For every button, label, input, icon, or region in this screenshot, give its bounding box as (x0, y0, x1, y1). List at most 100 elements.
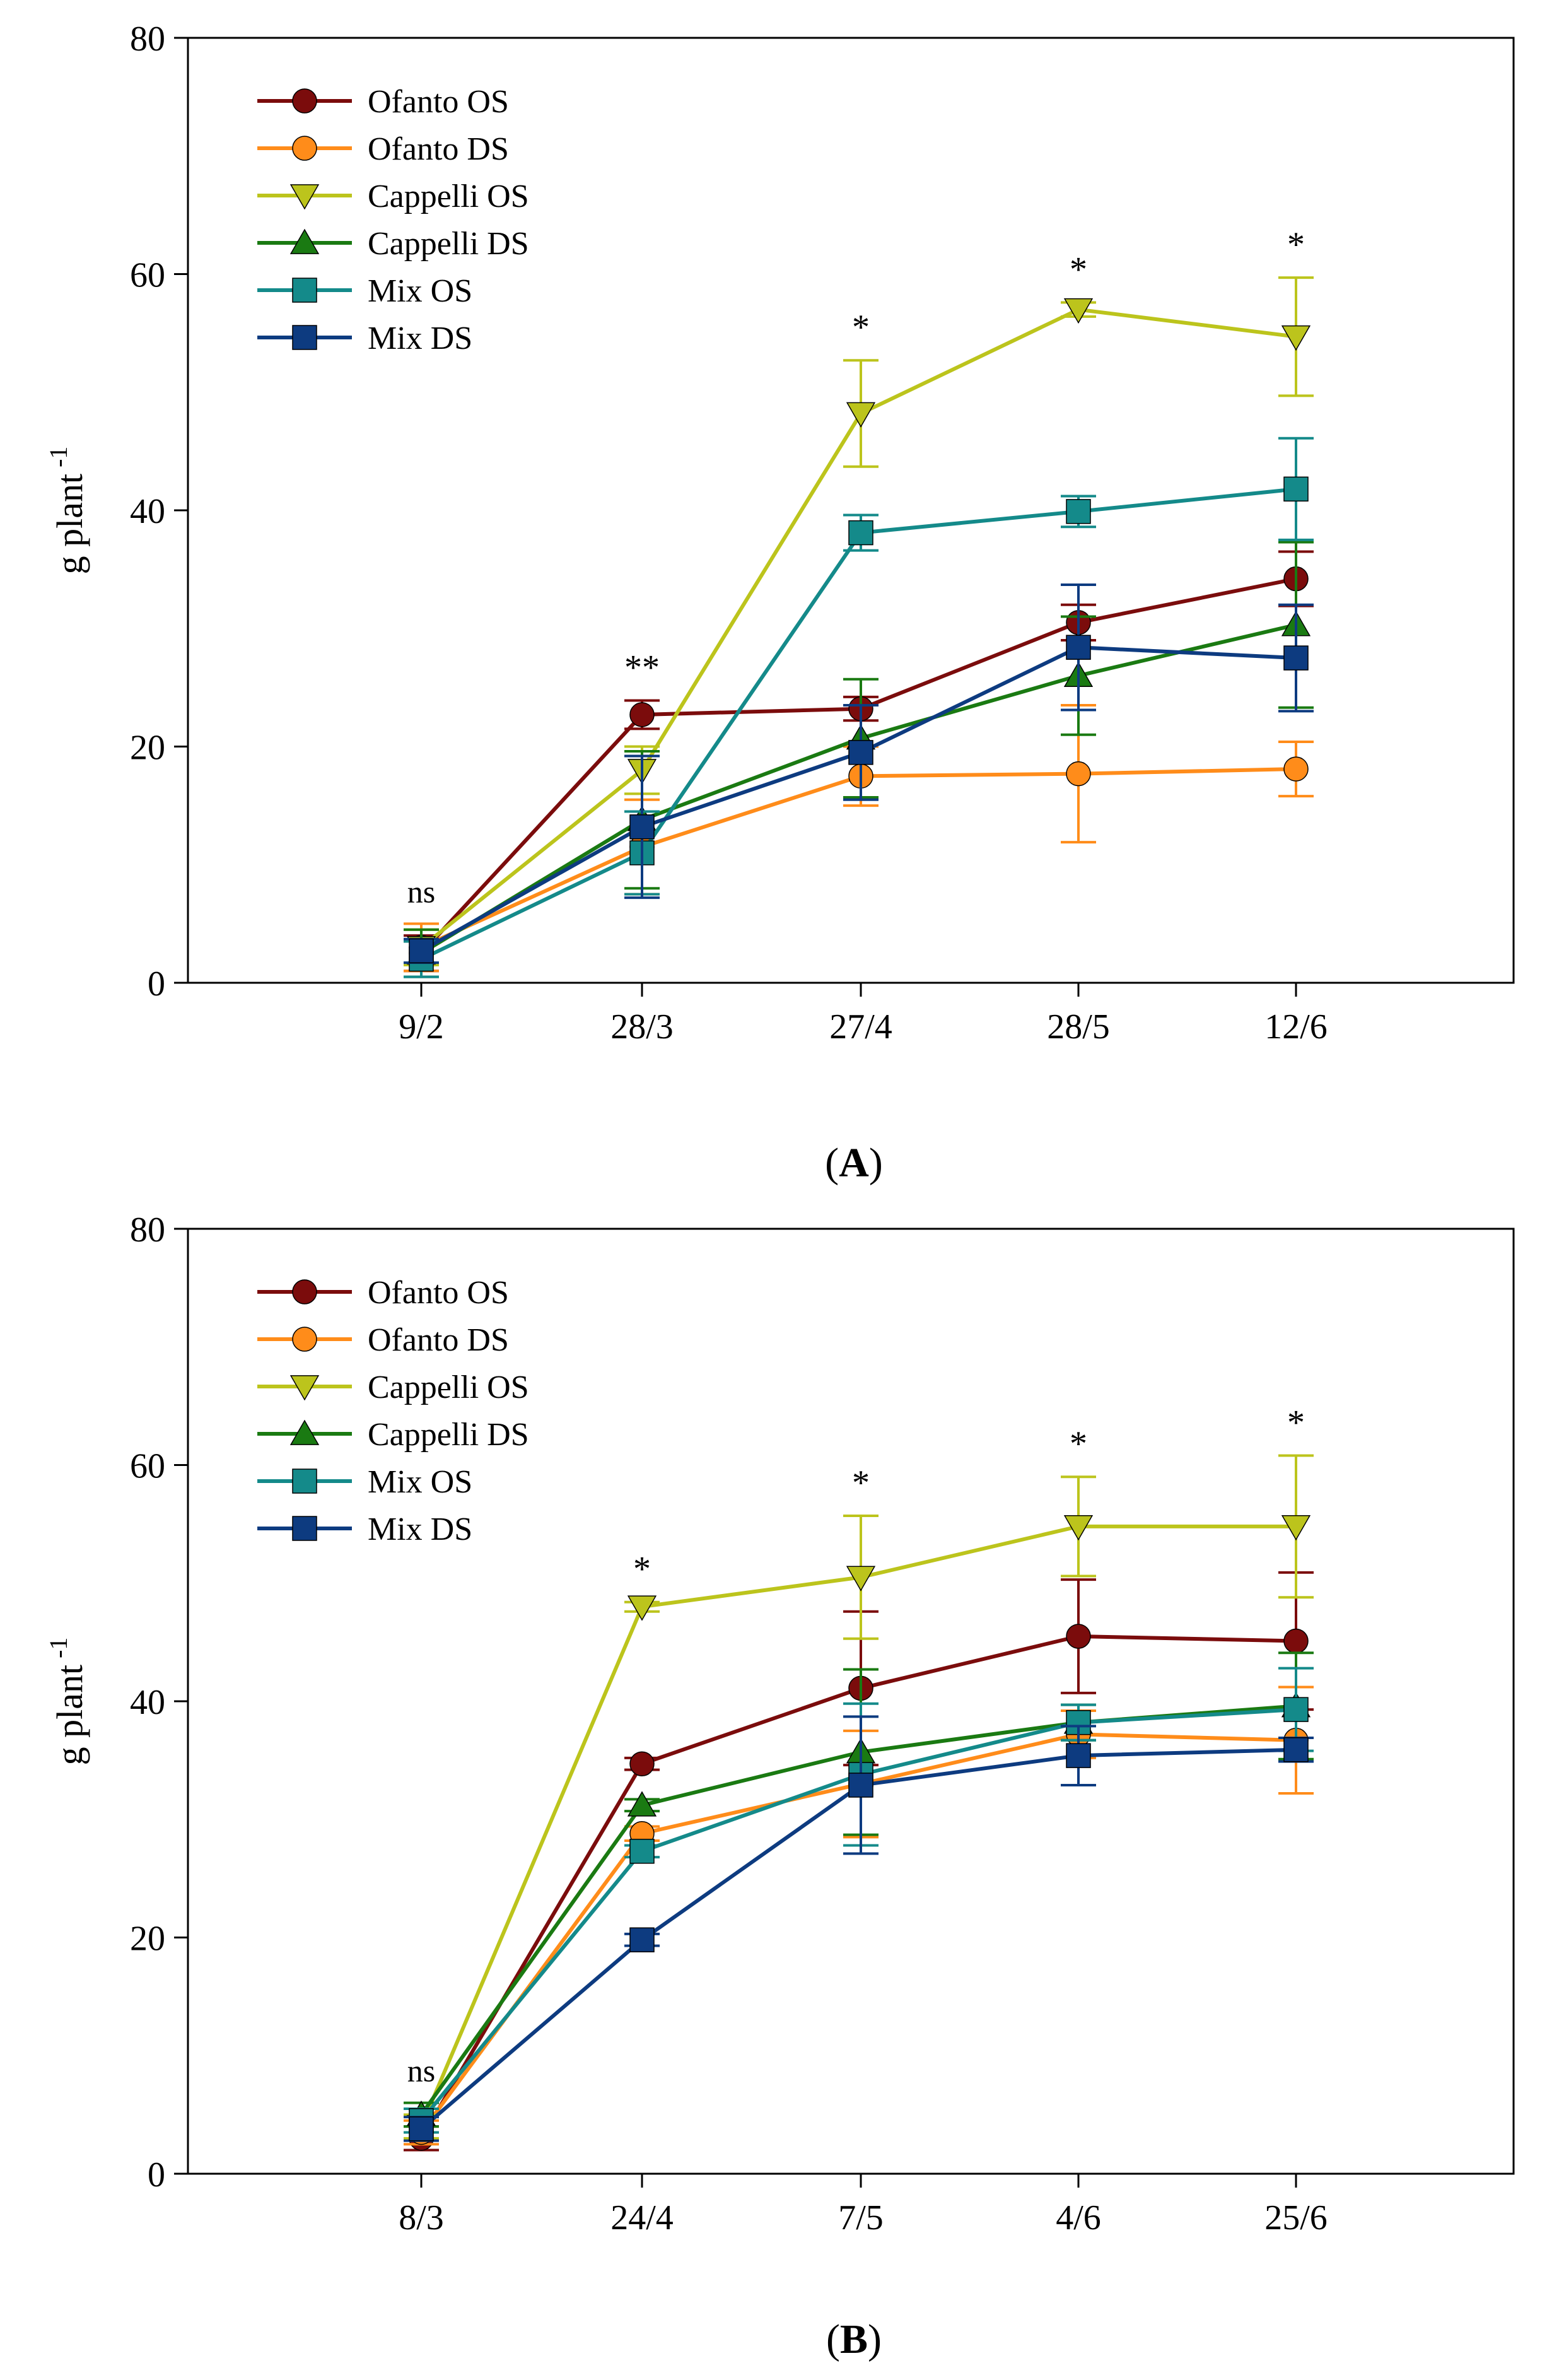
legend-swatch-marker (292, 1327, 317, 1352)
legend-label: Cappelli OS (368, 179, 529, 214)
series-line (419, 1524, 1296, 2128)
y-axis-label-text: g plant (49, 1665, 90, 1765)
legend-swatch-marker (289, 1375, 320, 1401)
data-point (1066, 635, 1091, 660)
legend-label: Ofanto DS (368, 131, 509, 167)
x-tick-label: 12/6 (1264, 1007, 1328, 1046)
legend-item: Ofanto OS (257, 84, 509, 120)
series-line (420, 623, 1297, 955)
data-point (1066, 499, 1091, 524)
panel-label-letter: A (839, 1140, 869, 1186)
data-point (1066, 1624, 1091, 1649)
y-tick-label: 0 (148, 964, 165, 1004)
x-tick-label: 7/5 (838, 2198, 884, 2237)
y-tick-label: 80 (130, 1211, 165, 1250)
legend-label: Cappelli DS (368, 226, 529, 262)
x-tick-label: 28/5 (1047, 1007, 1110, 1046)
data-point (846, 1566, 876, 1592)
legend-swatch-marker (292, 1468, 317, 1494)
legend-label: Mix OS (368, 273, 472, 309)
legend-label: Ofanto OS (368, 84, 509, 120)
y-tick-label: 60 (130, 256, 165, 295)
x-tick-label: 25/6 (1264, 2198, 1328, 2237)
y-axis-label-sup: -1 (44, 447, 73, 474)
data-point (846, 402, 876, 428)
legend-item: Cappelli OS (257, 1369, 529, 1405)
legend-item: Ofanto DS (257, 1322, 509, 1358)
significance-label: * (633, 1550, 651, 1589)
data-point (1066, 761, 1091, 787)
legend-item: Mix DS (257, 1511, 472, 1547)
panel-label: (A) (825, 1140, 883, 1186)
x-tick-label: 8/3 (399, 2198, 444, 2237)
legend: Ofanto OS Ofanto DS Cappelli OS Cappelli DS… (257, 1275, 529, 1547)
y-tick-label: 20 (130, 729, 165, 768)
y-axis-label: g plant -1 (44, 1638, 90, 1766)
legend-item: Cappelli DS (257, 1417, 529, 1453)
series-cappelli-os (404, 276, 1314, 966)
panel-label-open: ( (826, 2316, 840, 2362)
legend-item: Ofanto DS (257, 131, 509, 167)
data-point (1283, 1697, 1309, 1722)
significance-label: * (852, 308, 870, 347)
legend-item: Mix OS (257, 273, 472, 309)
legend-label: Ofanto OS (368, 1275, 509, 1311)
series-line (419, 1634, 1297, 2140)
data-point (1281, 325, 1311, 351)
significance-label: * (1287, 225, 1305, 264)
data-point (1281, 1515, 1311, 1541)
legend-swatch-marker (289, 1419, 320, 1445)
data-point (629, 1839, 655, 1864)
legend-swatch-marker (292, 88, 317, 114)
series-line (420, 1747, 1297, 2131)
y-tick-label: 40 (130, 1683, 165, 1722)
legend-label: Cappelli OS (368, 1369, 529, 1405)
data-point (627, 1595, 657, 1621)
data-point (1283, 1628, 1309, 1654)
x-tick-label: 9/2 (399, 1007, 444, 1046)
series-cappelli-ds (404, 1651, 1314, 2128)
data-point (629, 814, 655, 840)
legend-label: Ofanto DS (368, 1322, 509, 1358)
data-point (1283, 1737, 1309, 1762)
panel-label-close: ) (869, 1140, 883, 1186)
data-point (627, 1791, 657, 1817)
legend-item: Mix DS (257, 320, 472, 356)
series-mix-ds (404, 583, 1314, 964)
panel-label-close: ) (868, 2316, 882, 2362)
data-point (629, 1927, 655, 1952)
y-axis-label-text: g plant (49, 474, 90, 574)
legend: Ofanto OS Ofanto DS Cappelli OS Cappelli DS… (257, 84, 529, 356)
legend-label: Mix DS (368, 320, 472, 356)
data-point (1283, 645, 1309, 671)
series-mix-ds (404, 1715, 1314, 2142)
legend-swatch-marker (289, 228, 320, 254)
significance-label: * (1070, 1424, 1087, 1463)
legend-swatch-marker (292, 325, 317, 350)
data-point (848, 520, 873, 546)
y-tick-label: 60 (130, 1447, 165, 1486)
y-tick-label: 20 (130, 1920, 165, 1959)
significance-label: * (1287, 1404, 1305, 1443)
legend-item: Cappelli OS (257, 179, 529, 214)
legend-swatch-marker (289, 184, 320, 210)
significance-label: * (852, 1463, 870, 1503)
panel-label-letter: B (840, 2316, 868, 2362)
legend-label: Mix DS (368, 1511, 472, 1547)
data-point (1063, 1515, 1094, 1541)
significance-label: * (1070, 250, 1087, 289)
legend-item: Mix OS (257, 1464, 472, 1500)
series-cappelli-os (404, 1454, 1314, 2141)
significance-label: ** (624, 648, 660, 687)
significance-label: ns (407, 2053, 435, 2089)
chart-panel-b: 0 20 40 60 80 8/3 24/4 7/5 4/6 25/6 g plant -1 ns * *… (44, 1211, 1515, 2362)
data-point (848, 740, 873, 765)
legend-item: Ofanto OS (257, 1275, 509, 1311)
y-tick-label: 0 (148, 2155, 165, 2195)
legend-swatch-marker (292, 278, 317, 303)
y-axis-label: g plant -1 (44, 447, 90, 575)
y-tick-label: 40 (130, 492, 165, 531)
legend-swatch-marker (292, 1516, 317, 1541)
significance-label: ns (407, 874, 435, 909)
